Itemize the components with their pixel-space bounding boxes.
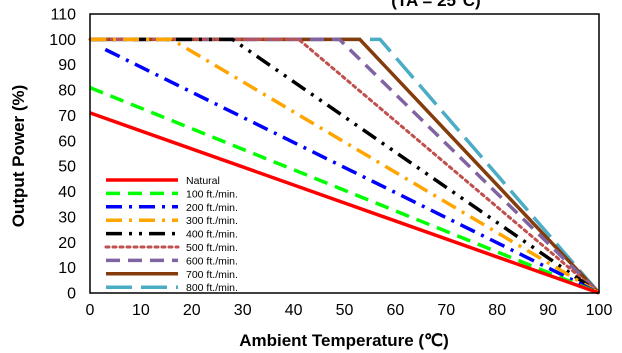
y-axis-ticks: 0 10 20 30 40 50 60 70 80 90 100 110 [49, 7, 76, 303]
legend-label: 700 ft./min. [186, 269, 238, 281]
y-tick-label: 90 [58, 57, 76, 74]
y-tick-label: 20 [58, 235, 76, 252]
x-tick-label: 60 [387, 302, 405, 319]
y-tick-label: 80 [58, 83, 76, 100]
x-tick-label: 50 [336, 302, 354, 319]
legend-label: 500 ft./min. [186, 242, 238, 254]
legend-label: 600 ft./min. [186, 255, 238, 267]
y-tick-label: 50 [58, 159, 76, 176]
series-line-800-ft-min [90, 37, 601, 295]
x-axis-title: Ambient Temperature (℃) [239, 331, 449, 350]
y-tick-label: 70 [58, 108, 76, 125]
series-line-300-ft-min [90, 37, 600, 295]
y-tick-label: 0 [67, 286, 76, 303]
y-tick-label: 60 [58, 133, 76, 150]
x-tick-label: 20 [183, 302, 201, 319]
y-tick-label: 100 [49, 32, 76, 49]
y-axis-title: Output Power (%) [9, 85, 28, 228]
x-tick-label: 30 [234, 302, 252, 319]
y-tick-label: 10 [58, 260, 76, 277]
series-line-natural [89, 111, 600, 295]
legend-label: 300 ft./min. [186, 215, 238, 227]
x-tick-label: 90 [539, 302, 557, 319]
plot-area-frame [89, 13, 600, 294]
y-tick-label: 110 [50, 7, 76, 24]
legend-label: Natural [186, 175, 220, 187]
x-tick-label: 100 [586, 302, 613, 319]
series-layer [88, 37, 601, 295]
x-tick-label: 40 [285, 302, 303, 319]
legend-label: 200 ft./min. [186, 202, 238, 214]
series-line-200-ft-min [104, 47, 600, 295]
x-tick-label: 70 [437, 302, 455, 319]
chart-title: (TA = 25°C) [391, 0, 480, 10]
legend-label: 800 ft./min. [186, 282, 238, 294]
x-axis-ticks: 0 10 20 30 40 50 60 70 80 90 100 [86, 302, 613, 319]
y-tick-label: 40 [58, 184, 76, 201]
x-tick-label: 10 [132, 302, 150, 319]
legend-label: 100 ft./min. [186, 188, 238, 200]
x-tick-label: 0 [86, 302, 95, 319]
series-line-600-ft-min [90, 37, 601, 295]
y-tick-label: 30 [58, 209, 76, 226]
x-tick-label: 80 [488, 302, 506, 319]
legend-label: 400 ft./min. [186, 229, 238, 241]
series-line-100-ft-min [89, 85, 600, 295]
